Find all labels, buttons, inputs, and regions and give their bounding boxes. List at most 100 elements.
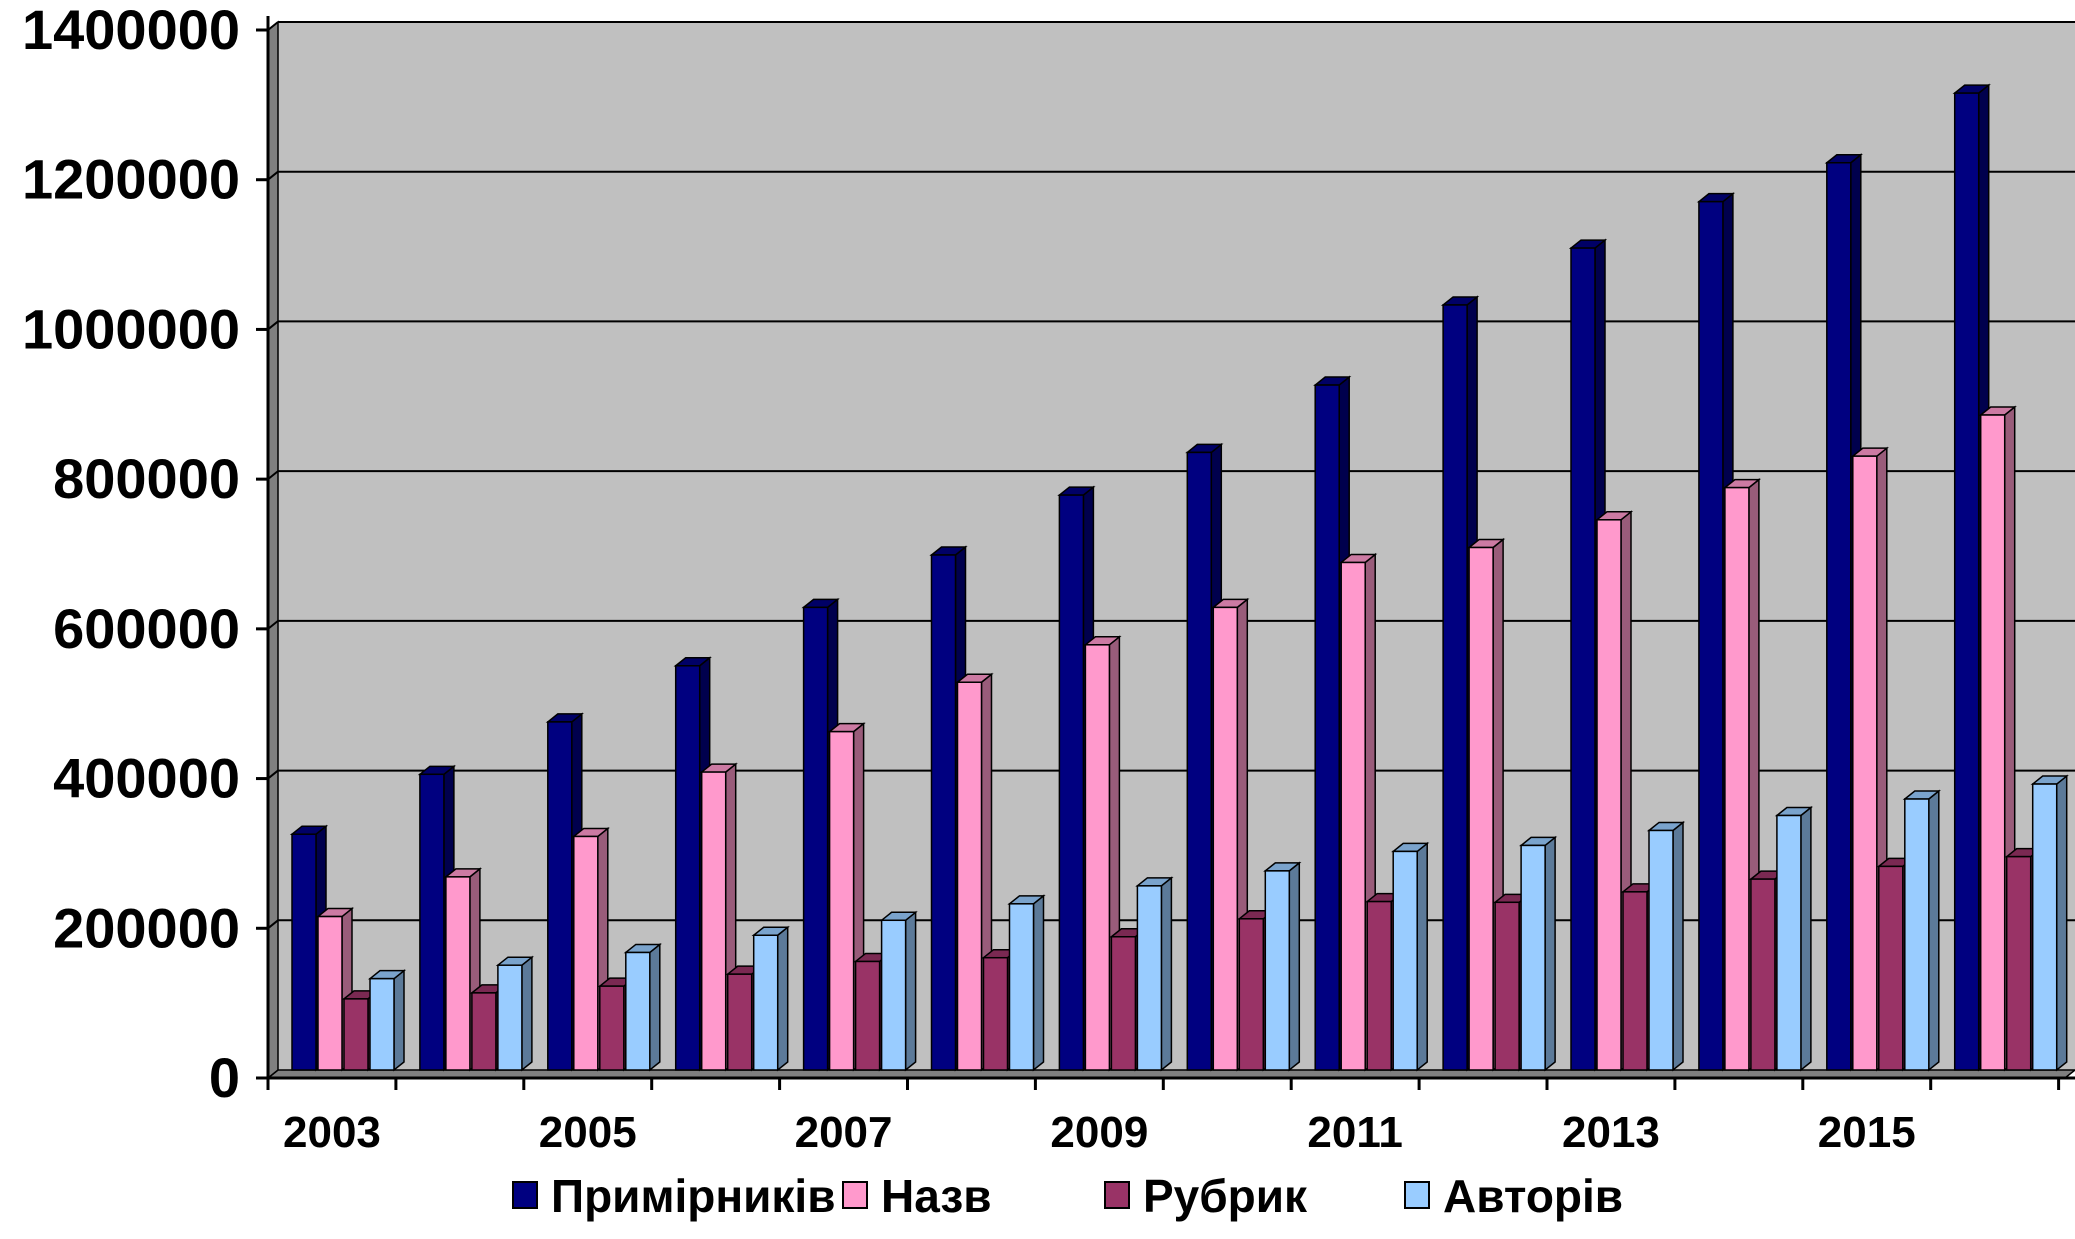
gridline-depth (267, 470, 279, 480)
bar-front (1366, 900, 1392, 1071)
legend-label: Авторів (1443, 1170, 1623, 1222)
bar-front (1979, 414, 2006, 1071)
bar-front (369, 977, 395, 1071)
bar-front (1058, 494, 1085, 1071)
bar-Примірників-2014 (1696, 192, 1736, 1072)
bar-Авторів-2015 (1902, 789, 1941, 1072)
y-tick-label: 400000 (53, 747, 240, 810)
gridline-depth (267, 170, 279, 181)
bar-front (343, 998, 369, 1071)
bar-front (752, 934, 779, 1071)
bar-side (1160, 876, 1173, 1072)
bar-front (445, 876, 471, 1071)
bar-front (291, 833, 317, 1071)
bar-front (419, 773, 445, 1071)
bar-front (1878, 865, 1904, 1071)
bar-front (700, 771, 727, 1071)
bar-front (1314, 384, 1340, 1071)
bar-front (1392, 850, 1418, 1071)
bar-front (573, 835, 599, 1071)
bar-front (1826, 161, 1852, 1071)
bar-side (649, 942, 661, 1072)
bar-front (1084, 644, 1111, 1071)
bar-side (393, 969, 405, 1072)
bar-front (1648, 829, 1674, 1071)
bar-front (599, 985, 625, 1071)
bar-Назв-2003 (315, 906, 355, 1072)
bar-side (1288, 861, 1301, 1072)
bar-front (802, 606, 829, 1071)
bar-Авторів-2013 (1646, 820, 1686, 1072)
legend-label: Примірників (551, 1170, 836, 1222)
x-tick-label: 2007 (795, 1108, 893, 1157)
bar-front (1110, 936, 1137, 1071)
legend: Примірників Назв Рубрик Авторів (512, 1170, 1623, 1222)
bar-front (1442, 304, 1468, 1071)
bar-side (1928, 789, 1940, 1072)
bar-front (1008, 903, 1035, 1071)
gridline-depth (267, 769, 279, 780)
legend-item-Рубрик: Рубрик (1104, 1170, 1308, 1222)
legend-swatch (842, 1181, 868, 1209)
bar-side (1800, 805, 1812, 1072)
bar-Назв-2005 (571, 826, 610, 1072)
legend-swatch (512, 1181, 538, 1209)
x-axis-tick-labels: 2003 2005 2007 2009 2011 2013 2015 (283, 1108, 1916, 1157)
bar-front (1622, 891, 1648, 1071)
bar-front (930, 554, 957, 1071)
x-tick-label: 2003 (283, 1108, 381, 1157)
bar-Авторів-2009 (1135, 876, 1174, 1072)
bar-Авторів-2003 (367, 969, 407, 1072)
bar-Авторів-2006 (751, 925, 790, 1072)
bar-front (1852, 455, 1878, 1071)
bar-front (497, 964, 523, 1071)
bar-front (726, 973, 753, 1071)
bar-Авторів-2007 (879, 910, 918, 1072)
gridline-depth (267, 919, 279, 930)
bar-front (1698, 200, 1724, 1071)
legend-swatch (1104, 1181, 1130, 1209)
bar-front (1468, 546, 1494, 1071)
bar-front (1494, 901, 1520, 1071)
bar-side (1672, 820, 1684, 1072)
y-tick-label: 1000000 (22, 297, 240, 360)
bar-front (828, 730, 855, 1071)
bar-front (625, 951, 651, 1071)
legend-item-Авторів: Авторів (1404, 1170, 1623, 1222)
y-tick-label: 1400000 (22, 0, 240, 61)
bar-front (1750, 878, 1776, 1071)
axes (256, 16, 2075, 1090)
bar-Авторів-2011 (1391, 841, 1430, 1072)
x-tick-label: 2011 (1307, 1108, 1402, 1157)
bars-group (289, 83, 2069, 1072)
bar-front (471, 992, 497, 1071)
bar-front (317, 915, 343, 1071)
bar-Авторів-2008 (1007, 894, 1046, 1072)
bar-Примірників-2006 (673, 656, 712, 1072)
gridline-depth (267, 21, 279, 31)
bar-side (2055, 774, 2068, 1072)
y-tick-label: 600000 (53, 597, 240, 660)
bar-Авторів-2016 (2030, 774, 2069, 1072)
bar-front (1340, 561, 1366, 1071)
bar-front (1520, 844, 1546, 1071)
legend-label: Рубрик (1143, 1170, 1308, 1222)
bar-side (904, 910, 917, 1072)
bar-front (854, 960, 881, 1071)
bar-front (674, 665, 701, 1071)
bar-front (1186, 451, 1213, 1071)
bar-front (982, 956, 1009, 1071)
bar-front (1136, 885, 1163, 1071)
bar-front (547, 721, 573, 1071)
bar-front (956, 681, 983, 1071)
x-tick-label: 2009 (1050, 1108, 1148, 1157)
bar-front (1953, 92, 1980, 1071)
bar-front (2005, 855, 2032, 1071)
bar-Авторів-2010 (1263, 861, 1302, 1072)
bar-side (1032, 894, 1045, 1072)
bar-front (880, 919, 907, 1071)
bar-front (1570, 247, 1596, 1071)
x-tick-label: 2013 (1562, 1108, 1660, 1157)
